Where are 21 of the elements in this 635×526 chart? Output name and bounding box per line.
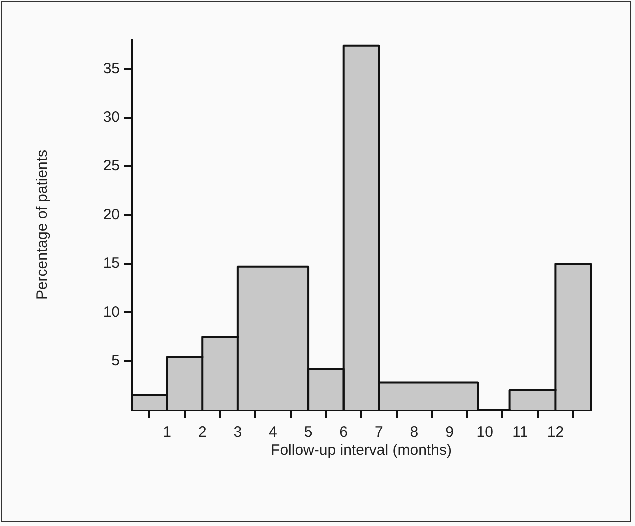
y-axis-title: Percentage of patients <box>34 150 52 300</box>
x-tick-label: 4 <box>269 424 278 442</box>
x-tick-label: 6 <box>340 424 348 442</box>
x-tick-label: 3 <box>234 424 242 442</box>
x-tick-label: 7 <box>374 424 384 442</box>
y-tick-label: 5 <box>112 352 120 370</box>
x-axis-title: Follow-up interval (months) <box>271 442 452 460</box>
x-tick-label: 10 <box>476 424 494 442</box>
x-tick-label: 11 <box>512 424 528 442</box>
x-tick-label: 12 <box>547 424 564 442</box>
x-tick-label: 5 <box>304 424 313 442</box>
y-tick-label: 15 <box>103 255 120 272</box>
x-tick-label: 1 <box>163 424 172 442</box>
x-tick-label: 2 <box>198 424 207 442</box>
y-tick-label: 10 <box>103 304 120 321</box>
x-tick-label: 9 <box>446 424 454 442</box>
x-tick-label: 8 <box>410 424 419 442</box>
y-tick-label: 25 <box>103 158 120 175</box>
y-tick-label: 20 <box>103 206 120 224</box>
y-tick-label: 35 <box>103 60 120 78</box>
y-tick-label: 30 <box>103 109 120 126</box>
